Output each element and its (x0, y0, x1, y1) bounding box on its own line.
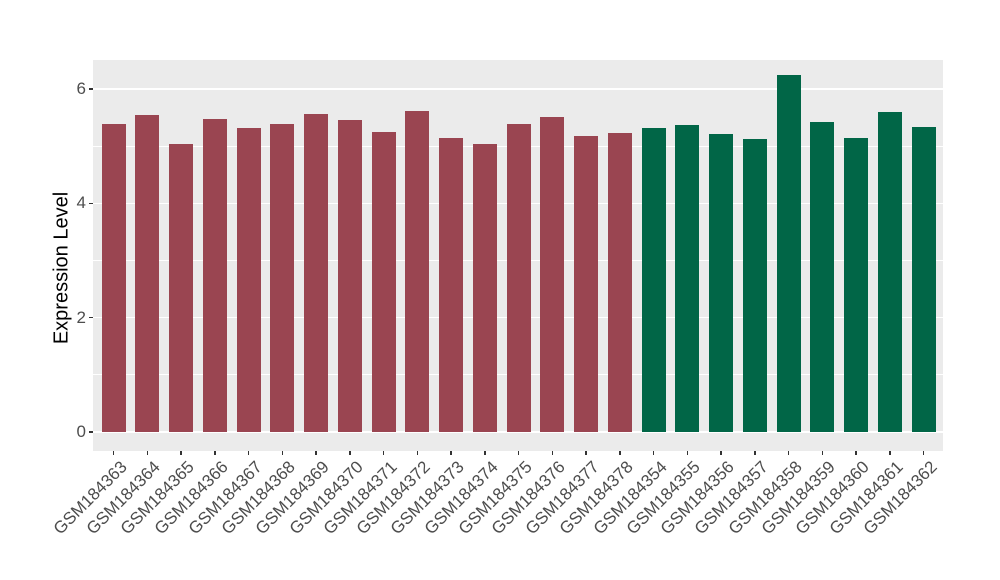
bar-GSM184363 (101, 124, 126, 432)
x-tick (720, 451, 722, 455)
gridline-major (93, 431, 943, 433)
bar-GSM184377 (574, 135, 599, 432)
x-tick (247, 451, 250, 455)
y-tick (89, 431, 93, 433)
bar-GSM184374 (472, 143, 497, 432)
y-tick (89, 202, 93, 205)
gridline-major (93, 88, 943, 90)
x-tick (281, 451, 284, 455)
x-tick (484, 451, 486, 455)
y-tick-label: 0 (76, 422, 86, 441)
bar-GSM184354 (641, 128, 666, 432)
y-tick-label: 4 (76, 193, 86, 213)
x-tick (517, 451, 520, 455)
x-tick (686, 451, 689, 455)
x-tick (754, 451, 756, 455)
bar-GSM184369 (304, 114, 329, 432)
bar-GSM184360 (844, 138, 869, 432)
x-tick (146, 451, 149, 455)
x-tick (450, 451, 452, 455)
bar-GSM184376 (540, 117, 565, 432)
x-tick (382, 451, 385, 455)
bar-GSM184357 (742, 138, 767, 432)
bar-GSM184358 (776, 75, 801, 432)
x-tick (889, 451, 891, 455)
bar-GSM184361 (877, 111, 902, 432)
bar-GSM184378 (607, 133, 632, 432)
x-tick (551, 451, 554, 455)
x-tick (416, 451, 419, 455)
x-tick (855, 451, 857, 455)
x-tick (787, 451, 790, 455)
x-tick (112, 451, 115, 455)
bar-GSM184372 (405, 110, 430, 432)
x-tick (821, 451, 824, 455)
x-tick (585, 451, 587, 455)
x-tick (922, 451, 925, 455)
bar-GSM184355 (675, 125, 700, 432)
bar-GSM184367 (236, 128, 261, 432)
bar-GSM184371 (371, 131, 396, 432)
y-tick (89, 88, 93, 90)
x-tick (349, 451, 351, 455)
bar-GSM184365 (169, 144, 194, 432)
x-tick (315, 451, 317, 455)
bar-GSM184359 (810, 121, 835, 432)
y-tick-label: 2 (76, 307, 86, 327)
bar-GSM184364 (135, 114, 160, 432)
bar-GSM184368 (270, 124, 295, 432)
plot-panel (93, 60, 943, 451)
bar-GSM184356 (709, 134, 734, 432)
x-tick (619, 451, 621, 455)
x-tick (180, 451, 182, 455)
x-tick (214, 451, 216, 455)
bar-GSM184362 (911, 127, 936, 432)
bar-GSM184373 (439, 137, 464, 432)
bar-GSM184366 (202, 119, 227, 432)
x-tick (652, 451, 655, 455)
bar-GSM184375 (506, 124, 531, 432)
y-tick-label: 6 (76, 78, 86, 98)
y-tick (89, 316, 93, 319)
bar-GSM184370 (337, 120, 362, 432)
